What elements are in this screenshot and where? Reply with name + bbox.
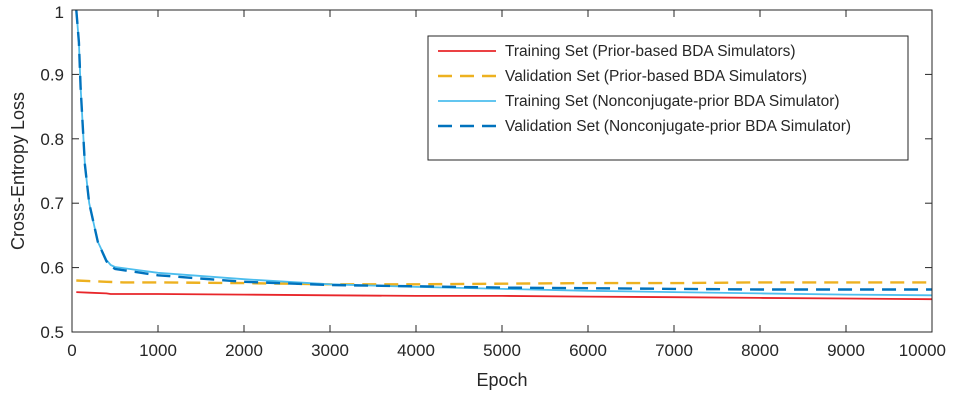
legend-label-2: Validation Set (Prior-based BDA Simulato… — [505, 68, 807, 85]
x-tick-label: 7000 — [655, 341, 693, 360]
series-line-2 — [76, 279, 932, 286]
y-tick-label: 0.6 — [40, 259, 64, 278]
y-tick-label: 0.8 — [40, 130, 64, 149]
x-tick-label: 8000 — [741, 341, 779, 360]
x-tick-label: 10000 — [899, 341, 946, 360]
ticks-layer: 0 1000 2000 3000 4000 5000 6000 7000 8000 9000 100… — [40, 3, 946, 360]
x-tick-label: 5000 — [483, 341, 521, 360]
legend: Training Set (Prior-based BDA Simulators… — [427, 35, 909, 161]
legend-label-1: Training Set (Prior-based BDA Simulators… — [505, 43, 796, 60]
x-tick-label: 6000 — [569, 341, 607, 360]
x-tick-label: 3000 — [311, 341, 349, 360]
series-layer — [75, 9, 933, 301]
series-line-4 — [75, 9, 932, 291]
y-tick-label: 0.7 — [40, 194, 64, 213]
x-tick-label: 1000 — [139, 341, 177, 360]
x-tick-label: 9000 — [827, 341, 865, 360]
legend-box — [427, 35, 909, 161]
legend-label-4: Validation Set (Nonconjugate-prior BDA S… — [505, 118, 851, 135]
y-tick-label: 1 — [55, 3, 64, 22]
x-axis-label: Epoch — [476, 370, 527, 390]
y-axis-label: Cross-Entropy Loss — [8, 92, 28, 250]
x-tick-label: 4000 — [397, 341, 435, 360]
y-tick-label: 0.5 — [40, 323, 64, 342]
y-tick-label: 0.9 — [40, 65, 64, 84]
x-tick-label: 0 — [67, 341, 76, 360]
x-tick-label: 2000 — [225, 341, 263, 360]
legend-label-3: Training Set (Nonconjugate-prior BDA Sim… — [505, 93, 840, 110]
series-line-1 — [76, 291, 933, 301]
